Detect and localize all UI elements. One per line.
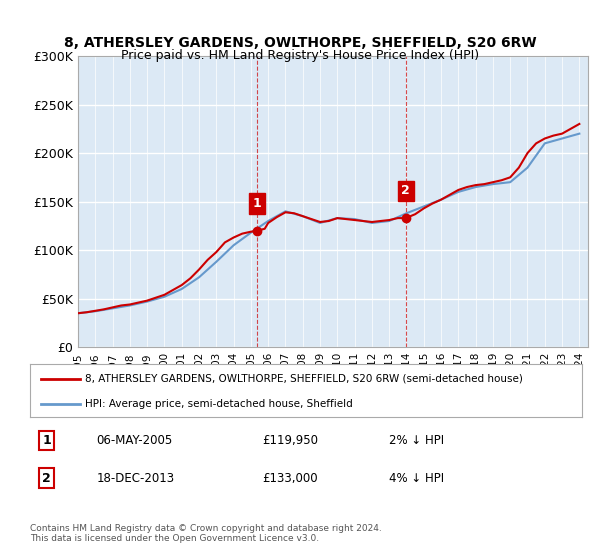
Text: £119,950: £119,950 bbox=[262, 434, 318, 447]
Text: 8, ATHERSLEY GARDENS, OWLTHORPE, SHEFFIELD, S20 6RW (semi-detached house): 8, ATHERSLEY GARDENS, OWLTHORPE, SHEFFIE… bbox=[85, 374, 523, 384]
Text: £133,000: £133,000 bbox=[262, 472, 317, 484]
Text: 2: 2 bbox=[42, 472, 51, 484]
Text: 2: 2 bbox=[401, 184, 410, 198]
Text: Contains HM Land Registry data © Crown copyright and database right 2024.
This d: Contains HM Land Registry data © Crown c… bbox=[30, 524, 382, 543]
Text: HPI: Average price, semi-detached house, Sheffield: HPI: Average price, semi-detached house,… bbox=[85, 399, 353, 409]
Text: 8, ATHERSLEY GARDENS, OWLTHORPE, SHEFFIELD, S20 6RW: 8, ATHERSLEY GARDENS, OWLTHORPE, SHEFFIE… bbox=[64, 36, 536, 50]
Text: 18-DEC-2013: 18-DEC-2013 bbox=[96, 472, 175, 484]
Text: 2% ↓ HPI: 2% ↓ HPI bbox=[389, 434, 444, 447]
Text: 06-MAY-2005: 06-MAY-2005 bbox=[96, 434, 172, 447]
Text: Price paid vs. HM Land Registry's House Price Index (HPI): Price paid vs. HM Land Registry's House … bbox=[121, 49, 479, 62]
Text: 1: 1 bbox=[253, 197, 262, 210]
Text: 4% ↓ HPI: 4% ↓ HPI bbox=[389, 472, 444, 484]
Text: 1: 1 bbox=[42, 434, 51, 447]
